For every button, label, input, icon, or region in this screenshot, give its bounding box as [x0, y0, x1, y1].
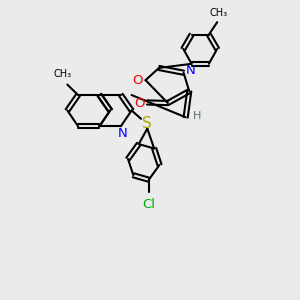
Text: O: O [134, 98, 145, 110]
Text: CH₃: CH₃ [54, 69, 72, 79]
Text: O: O [132, 74, 142, 87]
Text: S: S [142, 116, 151, 131]
Text: N: N [186, 64, 196, 77]
Text: H: H [193, 111, 202, 121]
Text: N: N [118, 127, 127, 140]
Text: CH₃: CH₃ [210, 8, 228, 18]
Text: Cl: Cl [142, 198, 155, 211]
